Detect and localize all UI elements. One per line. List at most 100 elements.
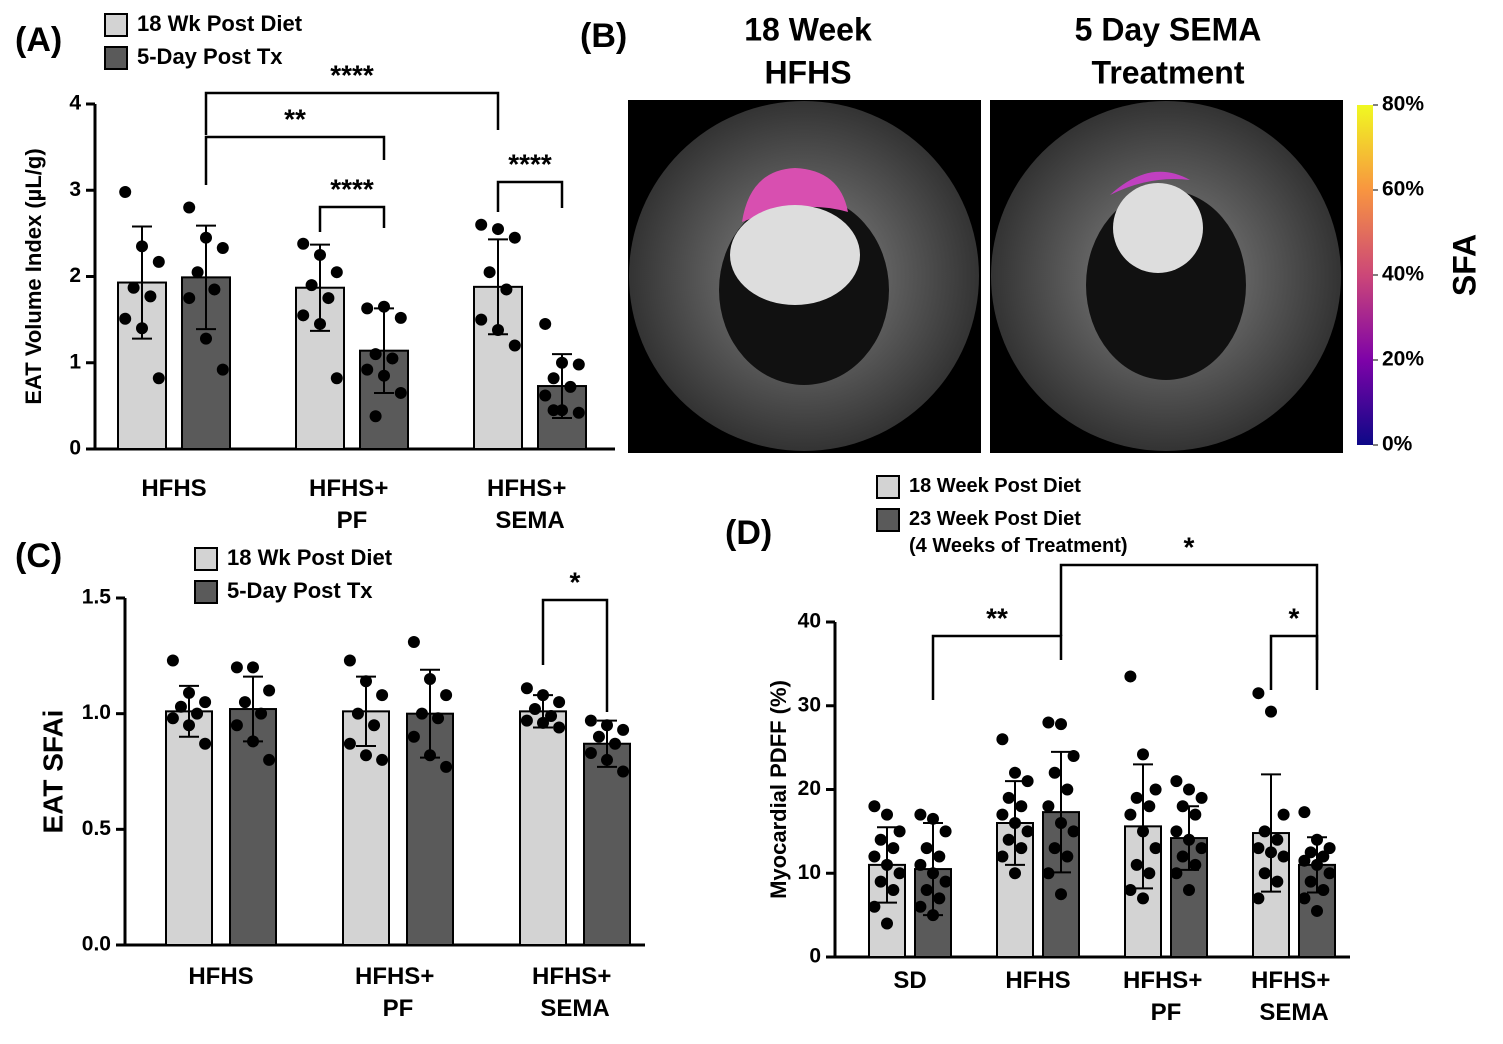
data-point [475,218,488,231]
data-point [617,723,630,736]
data-point [927,867,939,880]
data-point [208,283,221,296]
data-point [360,749,372,762]
data-point [893,867,906,880]
data-point [1195,791,1208,804]
data-point [572,406,585,419]
y-tick-label: 0 [809,945,821,968]
significance-label: **** [330,173,374,204]
data-point [183,719,195,732]
data-point [432,712,445,725]
data-point [1124,808,1137,821]
data-point [247,661,259,674]
data-point [174,700,187,713]
data-point [914,900,927,913]
data-point [537,716,549,729]
data-point [553,696,566,709]
data-point [868,800,881,813]
data-point [584,714,597,727]
data-point [1176,850,1189,863]
data-point [1149,783,1162,796]
data-point [537,689,549,702]
panel-label: (B) [580,17,627,55]
x-tick-label: HFHS+ PF [1123,967,1209,1026]
data-point [191,707,204,720]
data-point [183,292,196,305]
colorbar-tick-label: 20% [1382,348,1424,371]
significance-bracket [318,205,386,232]
data-point [394,311,407,324]
data-point [440,760,453,773]
data-point [378,300,390,313]
y-tick-label: 4 [69,92,81,115]
data-point [183,201,196,214]
data-point [1137,892,1149,905]
data-point [874,875,887,888]
data-point [1143,800,1156,813]
data-point [263,684,276,697]
significance-bracket [204,135,386,185]
data-point [1189,808,1202,821]
data-point [1265,705,1277,718]
data-point [305,279,318,292]
data-point [1183,884,1195,896]
data-point [1271,833,1284,846]
data-point [545,709,558,722]
data-point [1258,825,1271,838]
legend-label: 18 Wk Post Diet [137,11,303,36]
data-point [1323,867,1336,880]
significance-label: ** [986,602,1008,633]
data-point [1183,833,1195,846]
data-point [1130,858,1143,871]
data-point [1252,892,1265,905]
data-point [314,248,326,261]
data-point [1195,842,1208,855]
data-point [483,266,496,279]
data-point [1183,783,1195,796]
data-point [1149,842,1162,855]
data-point [1170,867,1183,880]
data-point [933,892,946,905]
data-point [1137,748,1149,761]
data-point [927,812,939,825]
data-point [920,884,933,896]
data-point [330,372,343,385]
significance-bracket [496,180,564,212]
data-point [475,313,488,326]
colorbar-label: SFA [1446,234,1482,296]
data-point [361,363,374,376]
data-point [200,332,212,345]
data-point [152,255,165,268]
data-point [1271,875,1284,888]
data-point [584,746,597,759]
data-point [1304,846,1317,859]
y-tick-label: 10 [798,861,821,884]
data-point [199,737,212,750]
data-point [1055,718,1067,731]
legend-swatch [104,46,128,70]
data-point [1067,825,1080,838]
data-point [1002,791,1015,804]
data-point [119,185,132,198]
y-axis-title: EAT Volume Index (µL/g) [21,148,46,404]
data-point [1298,806,1311,819]
data-point [914,858,927,871]
legend-swatch [194,580,218,604]
x-tick-label: HFHS [188,963,253,990]
data-point [368,719,381,732]
data-point [424,672,436,685]
data-point [1130,791,1143,804]
significance-bracket [931,634,1063,700]
panel-b: (B) 18 Week HFHS 5 Day SEMA Treatment SF… [580,11,1482,453]
y-tick-label: 1.0 [82,701,111,724]
data-point [539,389,552,402]
data-point [407,635,420,648]
data-point [322,292,335,305]
data-point [1176,800,1189,813]
data-point [297,309,310,322]
data-point [394,386,407,399]
data-point [1137,825,1149,838]
x-tick-label: HFHS+ PF [355,963,441,1022]
data-point [868,850,881,863]
data-point [556,356,568,369]
